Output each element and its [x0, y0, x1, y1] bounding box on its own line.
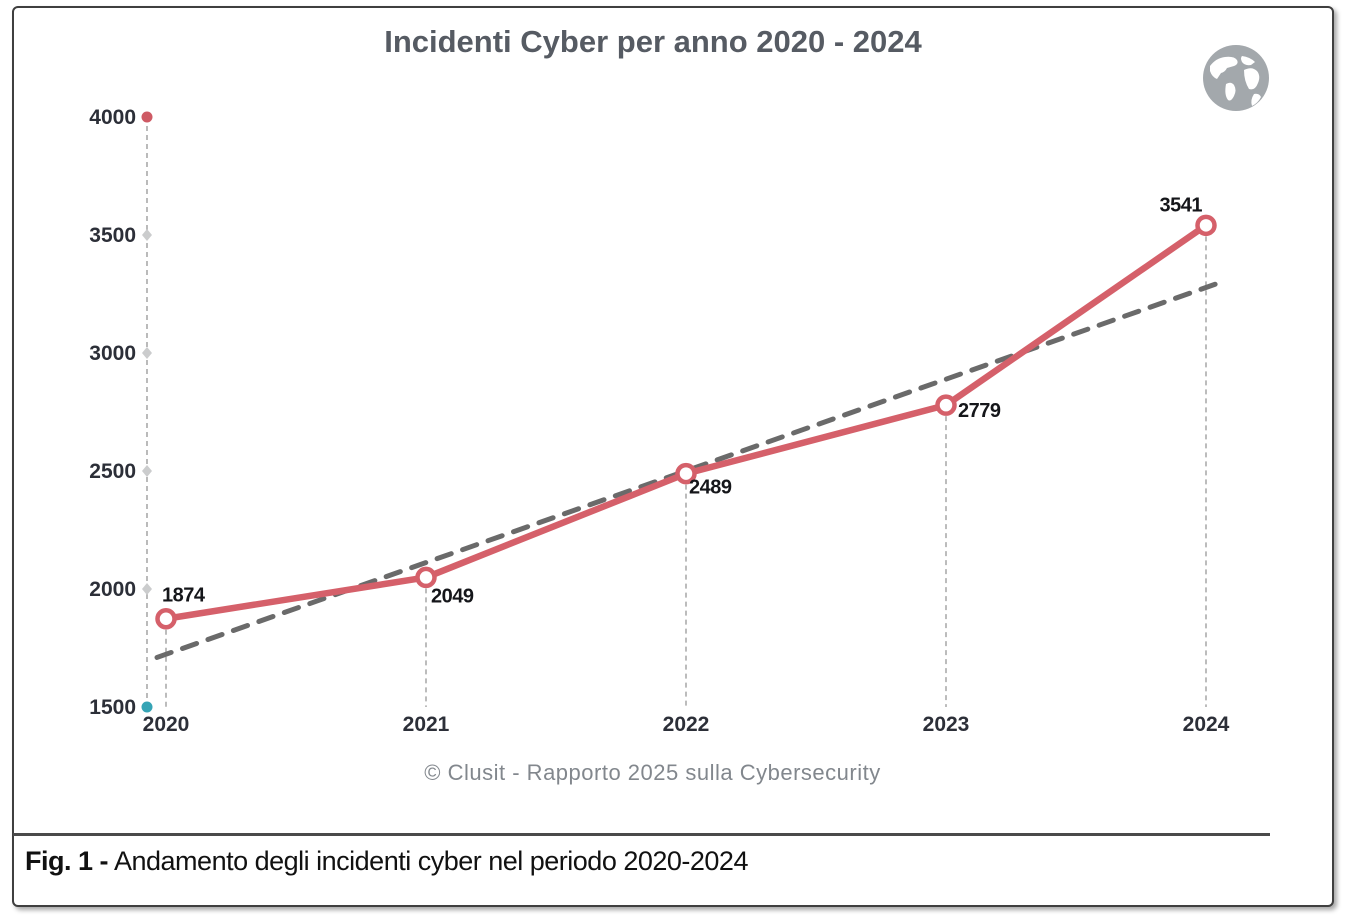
- globe-icon: [1203, 45, 1269, 111]
- y-axis-tick-diamond: [142, 347, 152, 359]
- y-axis-tick-label: 3000: [89, 342, 136, 365]
- x-axis-label: 2023: [923, 713, 970, 736]
- x-axis-label: 2024: [1183, 713, 1230, 736]
- y-axis-tick-label: 2500: [89, 460, 136, 483]
- data-point-marker: [935, 394, 957, 416]
- data-point-label: 2779: [958, 400, 1001, 422]
- y-axis-bottom-dot: [141, 701, 153, 713]
- data-point-label: 2489: [689, 477, 732, 499]
- figure-caption-text: Andamento degli incidenti cyber nel peri…: [114, 846, 748, 876]
- data-point-marker: [675, 462, 697, 485]
- y-axis-tick-diamond: [142, 229, 152, 241]
- data-point-label: 2049: [431, 585, 474, 607]
- y-axis-tick-label: 1500: [89, 696, 136, 719]
- data-point-label: 3541: [1160, 194, 1203, 216]
- x-axis-label: 2021: [403, 713, 450, 736]
- y-axis-tick-diamond: [142, 465, 152, 477]
- data-point-label: 1874: [162, 585, 206, 607]
- data-point-marker: [155, 607, 177, 630]
- chart-title: Incidenti Cyber per anno 2020 - 2024: [384, 24, 922, 59]
- data-point-marker: [1195, 214, 1217, 237]
- y-axis-tick-label: 3500: [89, 224, 136, 247]
- figure-caption: Fig. 1 - Andamento degli incidenti cyber …: [25, 846, 748, 877]
- y-axis-tick-diamond: [142, 583, 152, 595]
- y-axis-tick-label: 4000: [89, 106, 136, 129]
- data-point-marker: [415, 566, 437, 589]
- source-credit: © Clusit - Rapporto 2025 sulla Cybersecu…: [424, 760, 881, 785]
- caption-separator: [13, 833, 1270, 836]
- figure-frame: Incidenti Cyber per anno 2020 - 2024: [12, 6, 1334, 907]
- x-axis-label: 2020: [143, 713, 190, 736]
- y-axis-tick-label: 2000: [89, 578, 136, 601]
- x-axis-label: 2022: [663, 713, 710, 736]
- figure-caption-number: Fig. 1 -: [25, 846, 109, 876]
- y-axis-top-dot: [141, 111, 153, 123]
